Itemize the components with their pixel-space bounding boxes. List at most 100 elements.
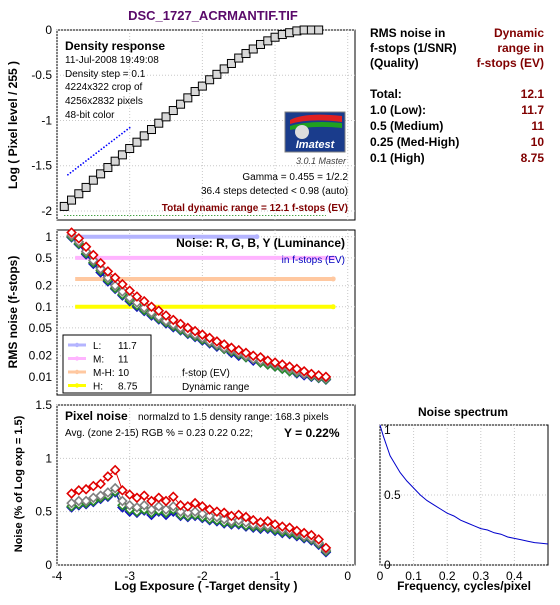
rms-table-col1-line1: RMS noise in	[370, 26, 445, 40]
density-dot	[85, 160, 87, 162]
rms-y-axis-label: RMS noise (f-stops)	[6, 256, 20, 369]
density-dot	[79, 164, 82, 166]
rms-marker-red	[262, 355, 274, 367]
pixel-noise-marker-gray	[146, 504, 157, 515]
density-step-marker	[74, 189, 84, 199]
density-step-marker	[234, 53, 244, 63]
pixel-noise-marker-red	[218, 507, 230, 519]
density-dot	[123, 130, 126, 133]
density-dot	[103, 146, 105, 149]
pixel-noise-y-tick-label: 0	[45, 558, 52, 572]
rms-marker-red	[88, 249, 99, 261]
density-markers	[59, 25, 324, 211]
rms-marker-red	[146, 301, 157, 313]
pixel-noise-marker-gray	[189, 506, 201, 517]
dynamic-range-text: Total dynamic range = 12.1 f-stops (EV)	[162, 203, 348, 214]
noise-spectrum-grid	[379, 424, 548, 566]
rms-marker-red	[124, 285, 136, 296]
rms-marker-gray	[88, 255, 99, 266]
pixel-noise-marker-red	[313, 534, 324, 545]
density-dot	[121, 132, 123, 135]
pixel-noise-marker-red	[167, 491, 179, 503]
pixel-noise-marker-red	[276, 521, 288, 532]
rms-marker-red	[233, 344, 245, 356]
pixel-noise-x-tick-label: -1	[270, 569, 281, 583]
rms-marker-red	[255, 351, 266, 363]
density-dot	[126, 128, 129, 131]
pixel-noise-marker-red	[102, 471, 114, 482]
pixel-noise-avg: Avg. (zone 2-15) RGB % = 0.23 0.22 0.22;	[65, 428, 253, 439]
density-response-panel: 0 -0.5 -1 -1.5 -2 Density response 11-Jul-20…	[6, 23, 356, 221]
logo-swoosh-green	[290, 122, 342, 130]
density-info-line: 4256x2832 pixels	[65, 96, 143, 107]
rms-y-tick-label: 0.2	[35, 279, 52, 293]
rms-marker-red	[247, 350, 259, 362]
density-y-axis-label: Log ( Pixel level / 255 )	[6, 61, 20, 189]
pixel-noise-y-tick-label: 1	[45, 451, 52, 465]
rms-marker-red	[131, 291, 143, 302]
density-step-marker	[59, 201, 69, 211]
rms-threshold-end	[330, 304, 336, 310]
rms-threshold-end	[254, 234, 260, 240]
pixel-noise-panel: -4 -3 -2 -1 0 0 0.5 1 1.5 Pixel noise normalzd t…	[13, 398, 356, 593]
pixel-noise-ticks: -4 -3 -2 -1 0 0 0.5 1 1.5	[35, 398, 351, 583]
rms-y-ticks: 1 0.5 0.2 0.1 0.05 0.02 0.01	[29, 230, 53, 384]
rms-marker-red	[66, 227, 77, 238]
density-step-marker	[103, 163, 113, 173]
rms-marker-red	[175, 318, 186, 330]
legend-value: 11.7	[118, 341, 137, 352]
rms-row-label: Total:	[370, 87, 402, 101]
density-step-marker	[117, 150, 127, 160]
spectrum-y-tick-label: 0.5	[384, 488, 401, 502]
legend-swatch-dot	[74, 369, 80, 375]
density-dot	[74, 167, 77, 170]
pixel-noise-marker-gray	[233, 514, 245, 526]
spectrum-x-tick-label: 0.4	[506, 569, 523, 583]
pixel-noise-marker-red	[284, 522, 295, 533]
density-y-tick-label: 0	[45, 23, 52, 37]
rms-marker-red	[320, 371, 332, 383]
pixel-noise-marker-gray	[204, 510, 215, 522]
rms-row-value: 11.7	[521, 103, 544, 117]
density-step-marker	[190, 87, 200, 97]
rms-y-tick-label: 1	[45, 230, 52, 244]
rms-marker-red	[138, 295, 150, 307]
logo-swoosh-red	[290, 114, 342, 124]
pixel-noise-marker-gray	[124, 499, 136, 511]
legend-value: 11	[118, 355, 129, 366]
density-y-tick-label: -0.5	[31, 68, 52, 82]
density-step-marker	[197, 81, 207, 91]
density-step-marker	[168, 106, 178, 116]
rms-y-tick-label: 0.01	[29, 370, 53, 384]
rms-row-value: 10	[531, 135, 545, 149]
pixel-noise-marker-red	[306, 529, 317, 541]
rms-marker-red	[226, 342, 237, 354]
noise-spectrum-ticks: 0 0.1 0.2 0.3 0.4 0 0.5 1	[377, 423, 523, 583]
density-dot	[69, 171, 72, 174]
rms-y-tick-label: 0.02	[29, 349, 53, 363]
rms-row-label: 0.25 (Med-High)	[370, 135, 459, 149]
rms-marker-red	[182, 322, 194, 334]
pixel-noise-x-tick-label: -2	[197, 569, 208, 583]
rms-marker-red	[73, 233, 85, 244]
density-y-tick-label: -1.5	[31, 159, 52, 173]
density-step-marker	[154, 118, 164, 128]
rms-table-col1-line3: (Quality)	[370, 56, 419, 70]
legend-swatch-dot	[74, 342, 80, 348]
density-step-marker	[67, 195, 77, 205]
density-panel-title: Density response	[65, 39, 165, 53]
rms-marker-red	[160, 310, 172, 321]
pixel-noise-marker-gray	[160, 504, 172, 515]
rms-row-label: 0.5 (Medium)	[370, 119, 443, 133]
rms-marker-red	[240, 347, 252, 359]
pixel-noise-marker-red	[182, 501, 194, 512]
rms-marker-red	[189, 325, 201, 337]
legend-value: 8.75	[118, 382, 138, 393]
pixel-noise-marker-red	[153, 492, 165, 504]
pixel-noise-marker-red	[233, 509, 245, 521]
rms-marker-red	[80, 241, 92, 253]
rms-row-value: 8.75	[521, 151, 545, 165]
rms-series	[66, 227, 332, 386]
